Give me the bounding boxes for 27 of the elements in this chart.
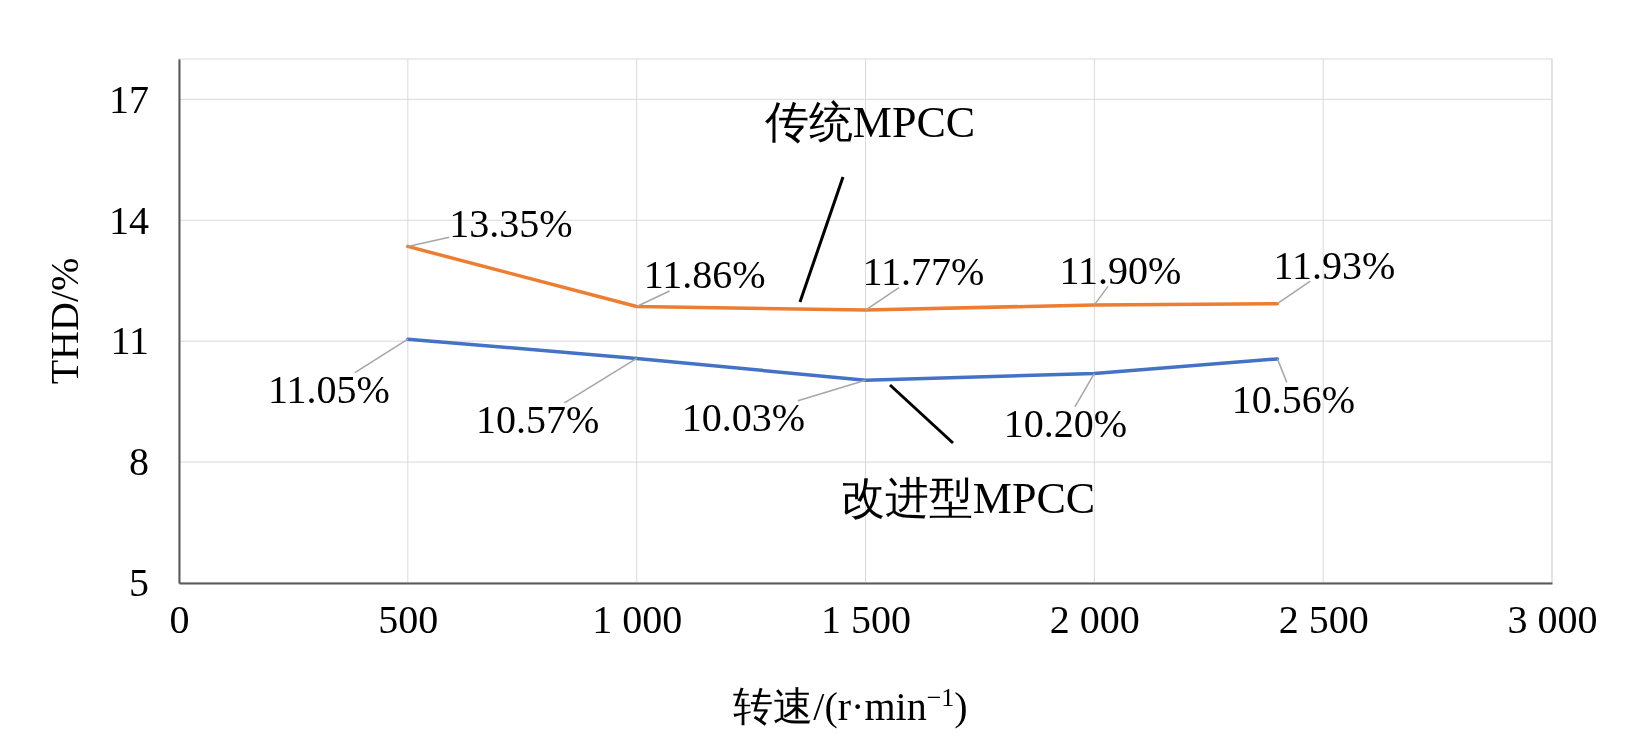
x-tick-label: 1 500 [821, 597, 911, 643]
x-tick-label: 0 [169, 597, 190, 643]
data-label: 11.86% [643, 252, 766, 298]
x-tick-label: 3 000 [1507, 597, 1598, 643]
y-tick-label: 14 [109, 197, 149, 243]
data-label: 10.20% [1003, 401, 1127, 447]
data-label: 10.57% [476, 397, 600, 443]
data-label: 11.90% [1059, 247, 1182, 293]
data-label: 13.35% [449, 201, 573, 247]
y-tick-label: 17 [109, 76, 149, 122]
data-label: 11.93% [1273, 242, 1396, 288]
text: 改进型MPCC [840, 474, 1096, 524]
data-label: 10.03% [681, 395, 806, 441]
y-tick-label: 11 [110, 318, 149, 364]
data-label: 10.56% [1231, 376, 1356, 422]
data-label: 11.77% [862, 249, 985, 295]
x-tick-label: 2 000 [1049, 597, 1140, 643]
x-tick-label: 2 500 [1278, 597, 1369, 643]
y-axis-title: THD/% [42, 257, 87, 385]
x-axis-title: 转速/(r·min$^{−1}$) [733, 682, 968, 729]
y-tick-label: 5 [129, 560, 149, 606]
x-tick-label: 1 000 [592, 597, 683, 643]
data-label: 11.05% [267, 367, 390, 413]
line-series [406, 337, 1280, 382]
x-tick-label: 500 [378, 597, 439, 643]
text: 传统MPCC [764, 98, 976, 148]
y-tick-label: 8 [129, 439, 149, 485]
